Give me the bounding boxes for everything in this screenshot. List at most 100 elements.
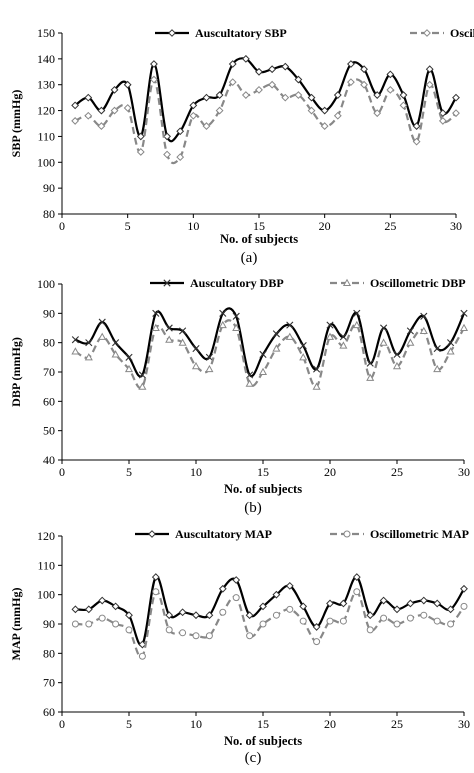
legend-marker-1 xyxy=(163,279,171,287)
data-point xyxy=(125,353,133,361)
legend-label-2: Oscillometric MAP xyxy=(370,527,469,541)
data-point xyxy=(420,611,428,619)
data-point xyxy=(112,620,120,628)
data-point xyxy=(176,127,185,136)
data-point xyxy=(366,611,375,620)
data-point xyxy=(433,344,441,353)
data-point xyxy=(111,350,120,358)
y-tick-label: 100 xyxy=(37,155,55,169)
x-tick-label: 10 xyxy=(190,465,202,479)
data-point xyxy=(241,91,250,99)
data-point xyxy=(393,605,401,614)
data-point xyxy=(150,60,158,68)
y-axis-title: DBP (mmHg) xyxy=(9,337,23,407)
y-tick-label: 80 xyxy=(43,336,55,350)
data-point xyxy=(326,321,334,329)
data-point xyxy=(84,605,93,614)
data-point xyxy=(215,106,224,115)
data-point xyxy=(205,611,214,620)
data-point xyxy=(438,117,447,125)
data-point xyxy=(151,573,160,581)
chart-panel-c: 60 70 80 90 100 110 120 0 5 10 15 20 25 30 No. of subj… xyxy=(9,527,470,766)
data-point xyxy=(163,132,171,141)
data-point xyxy=(232,576,241,584)
data-point xyxy=(152,588,160,596)
data-point xyxy=(205,364,214,373)
data-point xyxy=(299,602,308,611)
data-point xyxy=(272,590,281,599)
data-point xyxy=(71,101,80,110)
data-point xyxy=(339,333,347,341)
data-point xyxy=(136,132,145,141)
data-point xyxy=(189,111,198,120)
data-point xyxy=(312,623,321,631)
data-point xyxy=(339,617,347,625)
data-point xyxy=(366,359,374,367)
data-point xyxy=(272,344,281,352)
x-tick-label: 5 xyxy=(126,717,132,731)
data-point xyxy=(246,371,254,379)
data-point xyxy=(326,599,334,608)
data-point xyxy=(406,614,414,622)
data-point xyxy=(325,332,335,340)
data-point xyxy=(352,320,361,329)
data-point xyxy=(380,614,388,622)
data-point xyxy=(285,332,294,340)
data-point xyxy=(326,617,334,625)
data-point xyxy=(347,78,355,87)
data-point xyxy=(192,344,200,353)
data-point xyxy=(312,382,321,390)
data-point xyxy=(151,323,160,332)
data-point xyxy=(97,106,106,115)
data-point xyxy=(138,640,147,649)
data-point xyxy=(459,323,469,332)
data-point xyxy=(447,620,455,628)
panel-label: (b) xyxy=(244,500,262,516)
x-tick-label: 0 xyxy=(59,717,65,731)
data-point xyxy=(71,620,79,628)
data-point xyxy=(460,584,468,593)
data-point xyxy=(165,626,173,634)
data-point xyxy=(152,309,160,317)
data-point xyxy=(125,626,133,634)
data-point xyxy=(353,309,361,317)
data-point xyxy=(258,367,268,376)
x-tick-label: 15 xyxy=(257,465,269,479)
data-point xyxy=(110,85,119,94)
data-point xyxy=(307,106,316,115)
data-point xyxy=(191,361,201,370)
y-tick-label: 60 xyxy=(43,394,55,408)
data-point xyxy=(299,617,307,625)
data-point xyxy=(412,137,421,146)
data-point xyxy=(339,599,348,608)
data-point xyxy=(392,361,402,370)
data-point xyxy=(110,106,119,115)
data-point xyxy=(165,335,174,343)
data-point xyxy=(294,75,303,84)
data-point xyxy=(353,588,361,596)
data-point xyxy=(245,611,254,620)
data-point xyxy=(425,65,434,74)
data-point xyxy=(232,594,240,602)
series-line-2 xyxy=(74,78,457,165)
data-point xyxy=(205,632,213,640)
data-point xyxy=(281,62,290,71)
panel-label: (a) xyxy=(241,250,258,266)
data-point xyxy=(433,364,442,373)
x-tick-label: 15 xyxy=(257,717,269,731)
data-point xyxy=(219,309,227,317)
data-point xyxy=(452,109,460,118)
chart-panel-b: 40 50 60 70 80 90 100 0 5 10 15 20 25 30 No. of subjec… xyxy=(9,276,470,516)
data-point xyxy=(215,91,224,99)
data-point xyxy=(347,60,355,68)
data-point xyxy=(406,338,415,346)
x-tick-label: 30 xyxy=(450,219,462,233)
data-point xyxy=(373,109,382,118)
panel-label: (c) xyxy=(245,750,262,766)
x-tick-label: 5 xyxy=(125,219,131,233)
data-point xyxy=(433,599,442,608)
data-point xyxy=(386,70,395,79)
legend-marker-1 xyxy=(148,530,156,538)
legend-label-2: Oscillometric DBP xyxy=(370,276,466,290)
